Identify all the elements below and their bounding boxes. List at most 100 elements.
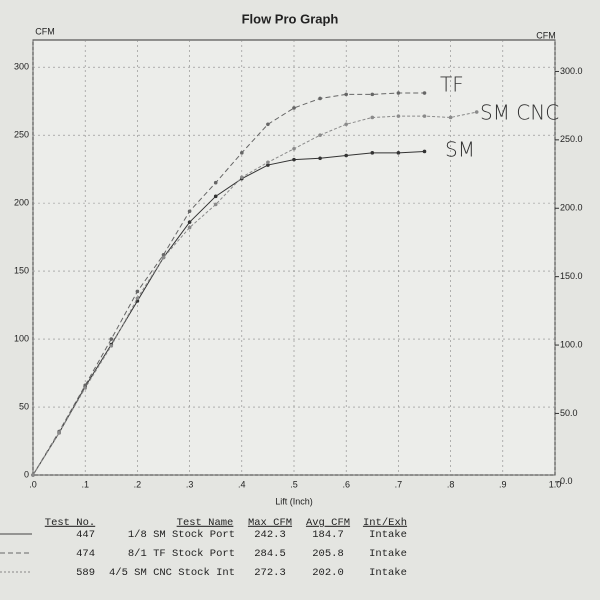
table-cell: 205.8 [312,548,344,560]
y-tick-label: 300 [14,62,29,72]
y2-tick-label: 50.0 [560,408,578,418]
table-cell: 202.0 [312,567,344,579]
data-point [318,156,322,161]
data-point [135,299,140,303]
table-cell: 284.5 [254,548,286,560]
x-tick-label: .0 [29,479,37,489]
data-point [161,252,166,257]
table-cell: 272.3 [254,567,286,579]
table-cell: Intake [369,529,407,541]
data-point [109,344,114,348]
data-point [396,151,401,155]
data-point [135,296,140,301]
table-header: Max CFM [248,517,292,529]
series-line [32,150,425,476]
y2-tick-label: 250.0 [560,134,583,144]
y-axis-label: CFM [35,26,55,36]
data-point [344,153,349,158]
data-point [187,220,192,224]
y2-tick-label: 150.0 [560,271,583,281]
data-point [266,122,270,127]
y-tick-label: 250 [14,130,29,140]
y-tick-label: 150 [14,265,29,275]
plot-area [32,39,556,476]
table-cell: Intake [369,567,407,579]
data-point [240,175,244,180]
data-point [187,209,192,214]
data-point [370,92,375,97]
table-cell: 589 [76,567,95,579]
data-point [370,151,375,155]
data-point [31,473,35,477]
data-point [292,106,296,110]
data-point [240,151,244,155]
y-tick-label: 0 [24,469,29,479]
table-cell: 1/8 SM Stock Port [128,529,235,541]
data-point [344,122,349,127]
data-point [292,146,296,151]
data-point [83,383,87,388]
y-tick-label: 200 [14,198,29,208]
table-header: Test Name [177,517,234,529]
x-tick-label: .2 [134,479,142,489]
y2-tick-label: 300.0 [560,66,583,76]
data-point [292,157,296,162]
x-tick-label: .6 [342,479,350,489]
handwritten-note: SM [445,138,475,162]
table-cell: Intake [369,548,407,560]
x-tick-label: .5 [290,479,298,489]
x-tick-label: .1 [81,479,89,489]
data-point [83,386,87,390]
y-tick-label: 100 [14,333,29,343]
data-point [266,160,270,165]
series-line [32,111,477,476]
table-cell: 474 [76,548,95,560]
y2-tick-label: 100.0 [560,339,583,349]
x-tick-label: .4 [238,479,246,489]
y2-axis-label: CFM [536,30,556,40]
x-tick-label: .8 [447,479,455,489]
data-point [422,114,427,118]
data-point [318,96,322,101]
x-axis-label: Lift (Inch) [275,496,313,506]
table-header: Int/Exh [363,517,407,529]
handwritten-note: TF [440,73,464,97]
data-point [187,225,192,230]
series-line [32,92,425,476]
table-cell: 4/5 SM CNC Stock Int [109,567,235,579]
x-tick-label: .3 [186,479,194,489]
data-point [370,115,375,120]
table-cell: 8/1 TF Stock Port [128,548,235,560]
data-point [213,180,218,185]
table-cell: 184.7 [312,529,344,541]
data-point [422,149,427,154]
table-header: Test No. [45,517,95,529]
table-cell: 447 [76,529,95,541]
data-point [213,194,218,199]
chart-title: Flow Pro Graph [242,11,339,26]
table-cell: 242.3 [254,529,286,541]
data-point [57,431,61,435]
y2-tick-label: 0.0 [560,476,573,486]
x-tick-label: 1.0 [549,479,562,489]
x-tick-label: .9 [499,479,507,489]
y-tick-label: 50 [19,401,29,411]
data-point [448,115,453,120]
data-point [396,91,401,95]
data-point [109,337,114,341]
data-point [213,202,218,207]
data-point [266,163,270,167]
data-point [135,289,140,294]
data-point [318,133,322,137]
y2-tick-label: 200.0 [560,203,583,213]
data-point [161,255,166,260]
x-tick-label: .7 [395,479,403,489]
table-header: Avg CFM [306,517,350,529]
data-point [474,110,479,114]
data-point [344,92,349,97]
handwritten-note: SM CNC [480,101,559,125]
data-point [396,114,401,118]
data-point [422,91,427,95]
